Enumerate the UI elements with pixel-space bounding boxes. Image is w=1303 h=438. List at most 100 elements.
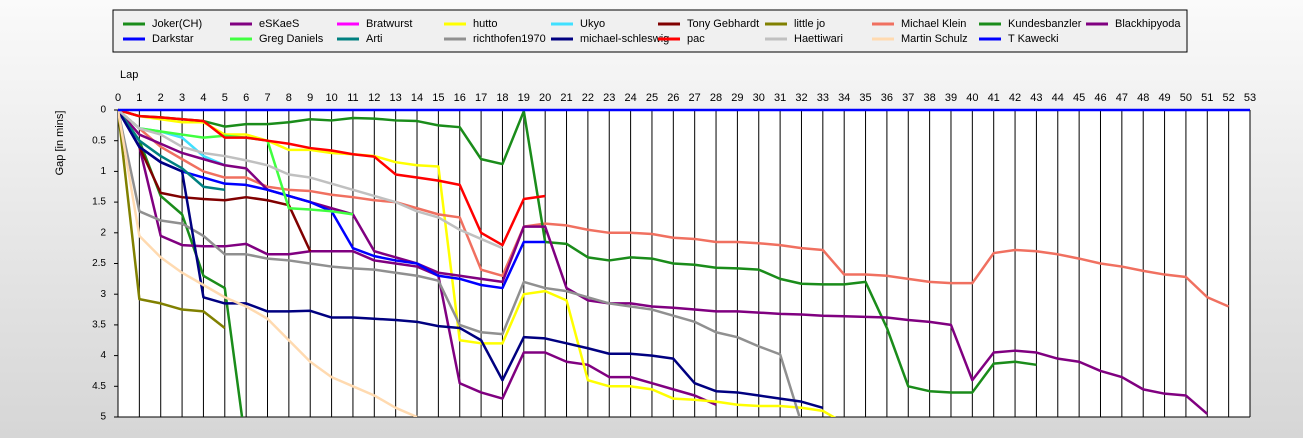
- x-axis-title: Lap: [120, 69, 138, 81]
- x-tick-label: 7: [264, 92, 270, 104]
- x-tick-label: 52: [1223, 92, 1235, 104]
- y-tick-label: 1: [100, 166, 106, 177]
- x-tick-label: 2: [158, 92, 164, 104]
- x-tick-label: 45: [1073, 92, 1085, 104]
- x-tick-label: 21: [560, 92, 572, 104]
- x-tick-label: 15: [432, 92, 444, 104]
- y-tick-label: 4: [100, 350, 106, 361]
- series-line: [118, 109, 1230, 308]
- x-tick-label: 8: [286, 92, 292, 104]
- legend: Joker(CH) eSKaeS Bratwurst hutto Ukyo Tony Ge…: [123, 18, 1181, 45]
- legend-label: Greg Daniels: [259, 33, 324, 45]
- y-tick-label: 4.5: [92, 381, 106, 392]
- x-tick-label: 6: [243, 92, 249, 104]
- x-tick-label: 29: [731, 92, 743, 104]
- legend-label: Kundesbanzler: [1008, 18, 1082, 30]
- x-tick-label: 42: [1009, 92, 1021, 104]
- series-line: [118, 109, 801, 417]
- x-tick-label: 33: [817, 92, 829, 104]
- x-tick-label: 27: [689, 92, 701, 104]
- series-line: [118, 109, 312, 252]
- x-tick-label: 47: [1116, 92, 1128, 104]
- x-tick-label: 51: [1201, 92, 1213, 104]
- y-tick-label: 0: [100, 105, 106, 116]
- series-line: [118, 109, 418, 417]
- x-tick-label: 49: [1158, 92, 1170, 104]
- x-tick-label: 36: [881, 92, 893, 104]
- x-tick-label: 38: [923, 92, 935, 104]
- x-tick-label: 0: [115, 92, 121, 104]
- legend-label: Darkstar: [152, 33, 194, 45]
- series-line: [118, 109, 824, 409]
- y-axis-title: Gap [in mins]: [54, 111, 66, 176]
- legend-label: Haettiwari: [794, 33, 843, 45]
- y-tick-label: 2: [100, 227, 106, 238]
- x-tick-label: 4: [200, 92, 206, 104]
- x-tick-label: 40: [966, 92, 978, 104]
- x-tick-label: 19: [518, 92, 530, 104]
- series-line: [118, 108, 837, 417]
- lines: [118, 108, 1250, 417]
- legend-label: Bratwurst: [366, 18, 412, 30]
- x-tick-label: 35: [859, 92, 871, 104]
- x-tick-label: 1: [136, 92, 142, 104]
- series-line: [118, 109, 226, 329]
- x-tick-label: 43: [1030, 92, 1042, 104]
- x-tick-label: 25: [646, 92, 658, 104]
- x-tick-label: 5: [222, 92, 228, 104]
- x-tick-label: 48: [1137, 92, 1149, 104]
- legend-label: Arti: [366, 33, 383, 45]
- series-line: [118, 109, 225, 192]
- x-tick-label: 12: [368, 92, 380, 104]
- x-tick-label: 44: [1052, 92, 1064, 104]
- legend-label: richthofen1970: [473, 33, 546, 45]
- series-line: [118, 109, 503, 250]
- legend-label: eSKaeS: [259, 18, 299, 30]
- x-tick-label: 10: [325, 92, 337, 104]
- legend-label: pac: [687, 33, 705, 45]
- x-tick-label: 24: [624, 92, 636, 104]
- x-tick-label: 37: [902, 92, 914, 104]
- legend-label: hutto: [473, 18, 497, 30]
- legend-label: little jo: [794, 18, 825, 30]
- x-tick-label: 32: [795, 92, 807, 104]
- x-tick-label: 28: [710, 92, 722, 104]
- x-tick-label: 26: [667, 92, 679, 104]
- x-tick-label: 18: [496, 92, 508, 104]
- x-tick-label: 14: [411, 92, 423, 104]
- x-tick-label: 17: [475, 92, 487, 104]
- x-tick-label: 20: [539, 92, 551, 104]
- x-tick-label: 30: [753, 92, 765, 104]
- legend-label: Tony Gebhardt: [687, 18, 759, 30]
- y-tick-label: 3: [100, 289, 106, 300]
- legend-label: Joker(CH): [152, 18, 202, 30]
- legend-label: T Kawecki: [1008, 33, 1059, 45]
- x-tick-label: 22: [582, 92, 594, 104]
- x-tick-label: 9: [307, 92, 313, 104]
- series-line: [118, 108, 546, 247]
- legend-box: [112, 9, 1188, 53]
- x-tick-label: 41: [988, 92, 1000, 104]
- x-tick-label: 53: [1244, 92, 1256, 104]
- x-tick-label: 23: [603, 92, 615, 104]
- legend-label: michael-schleswig: [580, 33, 669, 45]
- x-tick-label: 31: [774, 92, 786, 104]
- x-tick-label: 46: [1094, 92, 1106, 104]
- x-tick-label: 13: [390, 92, 402, 104]
- x-tick-label: 50: [1180, 92, 1192, 104]
- series-line: [118, 108, 1037, 394]
- legend-label: Ukyo: [580, 18, 605, 30]
- y-tick-label: 5: [100, 412, 106, 423]
- legend-label: Michael Klein: [901, 18, 966, 30]
- x-tick-label: 16: [454, 92, 466, 104]
- y-tick-label: 2.5: [92, 258, 106, 269]
- y-tick-label: 0.5: [92, 135, 106, 146]
- y-tick-label: 3.5: [92, 320, 106, 331]
- legend-label: Martin Schulz: [901, 33, 968, 45]
- x-tick-label: 11: [347, 92, 358, 104]
- legend-label: Blackhipyoda: [1115, 18, 1181, 30]
- x-tick-label: 34: [838, 92, 850, 104]
- x-tick-label: 39: [945, 92, 957, 104]
